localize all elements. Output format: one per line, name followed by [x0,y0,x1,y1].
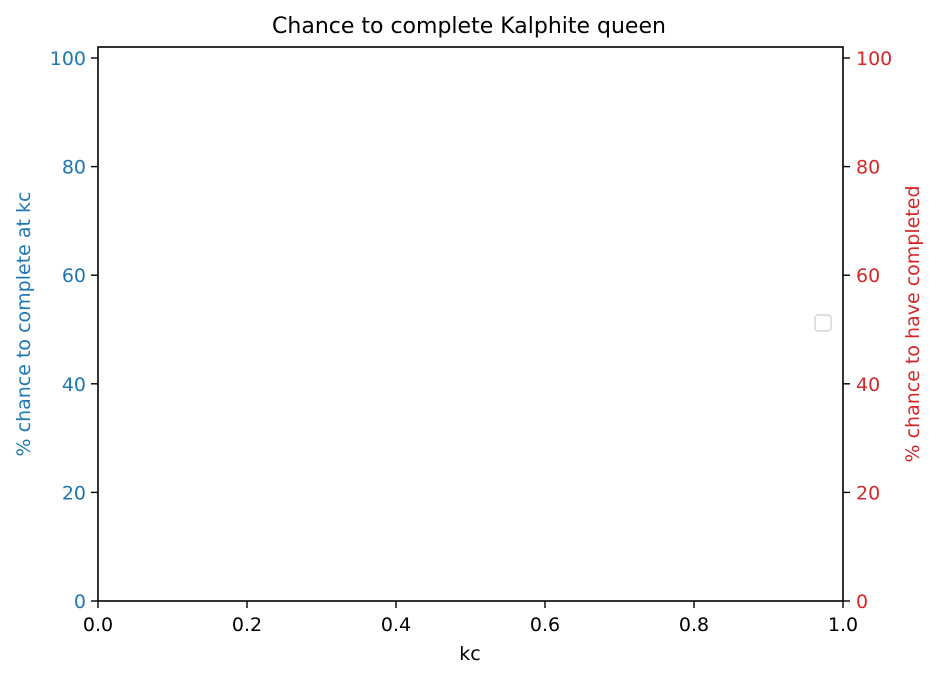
right-y-tick-label: 40 [856,374,880,396]
x-axis-label: kc [459,643,480,665]
x-tick-label: 0.0 [83,614,113,636]
left-y-tick-label: 0 [74,591,86,613]
right-y-tick-label: 80 [856,157,880,179]
right-y-tick-label: 60 [856,265,880,287]
x-tick-label: 1.0 [828,614,858,636]
left-y-tick-label: 60 [62,265,86,287]
plot-frame [97,46,844,602]
left-y-tick-label: 20 [62,482,86,504]
left-y-tick-label: 80 [62,157,86,179]
chart-title: Chance to complete Kalphite queen [272,14,666,39]
right-y-tick-label: 0 [856,591,868,613]
x-tick-label: 0.2 [232,614,262,636]
right-y-tick-label: 20 [856,482,880,504]
left-axis-label: % chance to complete at kc [13,192,35,457]
x-tick-label: 0.8 [679,614,709,636]
x-tick-label: 0.4 [381,614,411,636]
right-axis-label: % chance to have completed [902,185,924,462]
left-y-tick-label: 40 [62,374,86,396]
left-axis-ticks: 0 20 40 60 80 100 [50,48,98,613]
legend-box [814,314,832,332]
x-axis-ticks: 0.0 0.2 0.4 0.6 0.8 1.0 [83,601,858,636]
right-y-tick-label: 100 [856,48,892,70]
x-tick-label: 0.6 [530,614,560,636]
left-y-tick-label: 100 [50,48,86,70]
right-axis-ticks: 0 20 40 60 80 100 [843,48,892,613]
